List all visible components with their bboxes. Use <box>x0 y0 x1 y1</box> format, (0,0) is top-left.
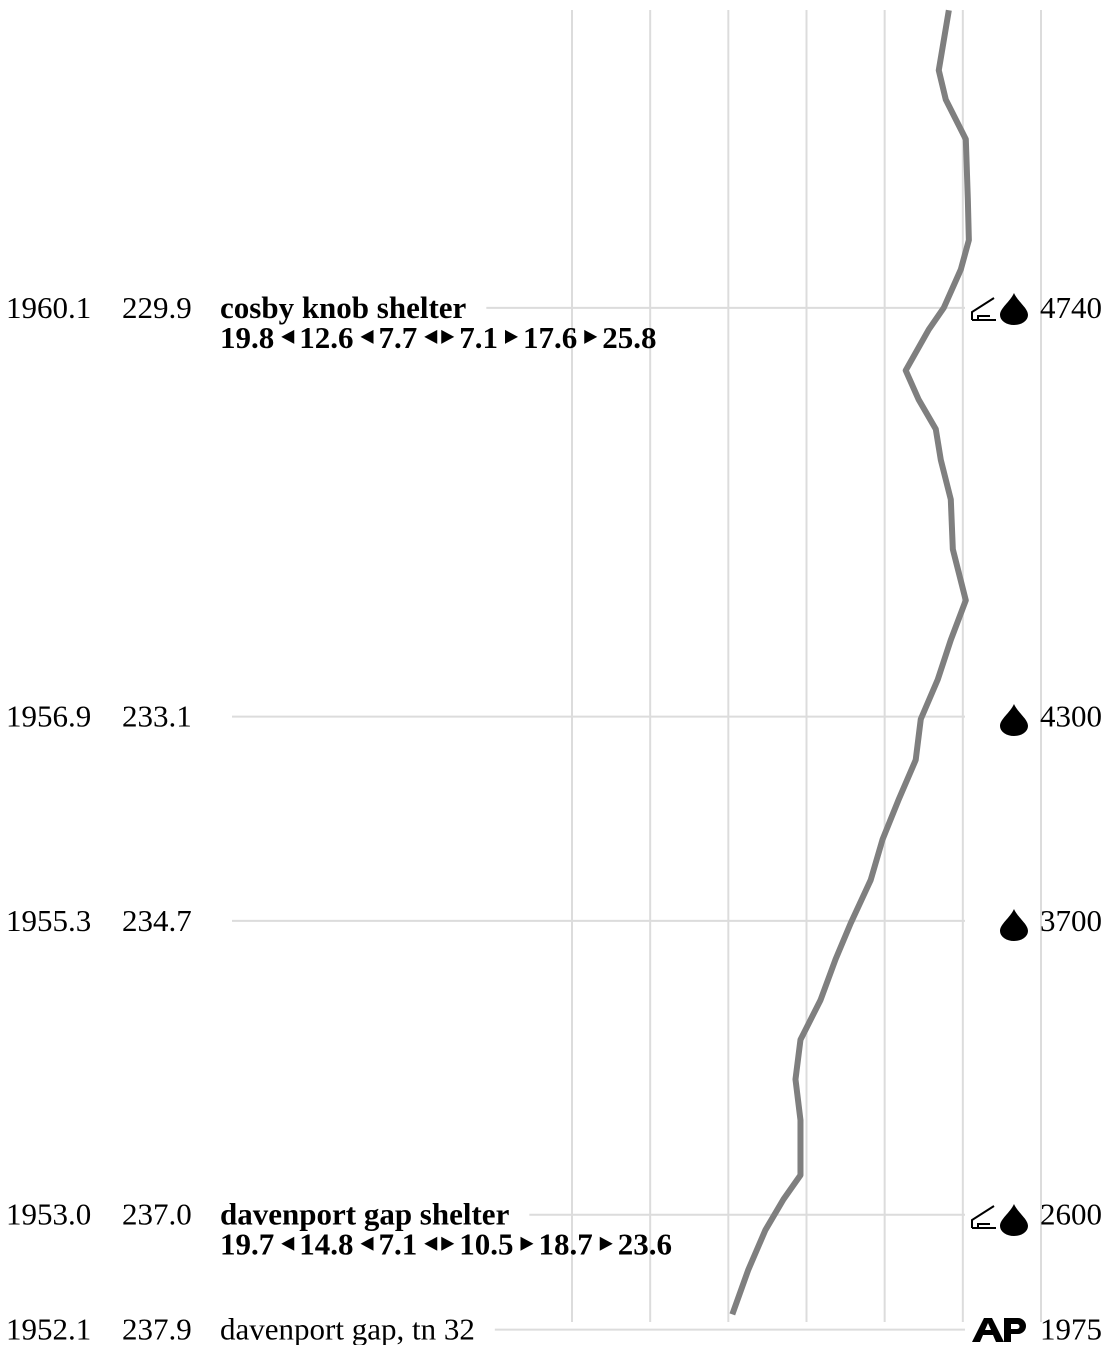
rows: 1960.1 229.9 cosby knob shelter 4740 19.8 12.… <box>6 290 1102 1345</box>
arrow-left <box>360 329 374 344</box>
shelter-distance: 18.7 <box>539 1227 593 1262</box>
elevation: 4740 <box>1040 290 1102 325</box>
nobo-mile: 1955.3 <box>6 903 91 938</box>
grid <box>571 10 1042 1322</box>
nobo-mile: 1952.1 <box>6 1312 91 1345</box>
shelter-distance: 25.8 <box>602 320 656 355</box>
arrow-left <box>360 1236 374 1251</box>
water-icon <box>1000 1204 1028 1236</box>
shelter-distance: 7.7 <box>379 320 418 355</box>
shelter-distance: 23.6 <box>618 1227 672 1262</box>
shelter-icon <box>971 297 996 321</box>
nobo-mile: 1956.9 <box>6 699 91 734</box>
arrow-right <box>599 1236 613 1251</box>
waypoint-name: cosby knob shelter <box>220 290 467 325</box>
shelter-distance: 12.6 <box>299 320 353 355</box>
parking-icon <box>972 1318 1026 1342</box>
sobo-mile: 237.9 <box>122 1312 192 1345</box>
arrow-right <box>520 1236 534 1251</box>
water-icon <box>1000 704 1028 736</box>
nobo-mile: 1953.0 <box>6 1197 91 1232</box>
shelter-distance: 7.1 <box>379 1227 418 1262</box>
nobo-mile: 1960.1 <box>6 290 91 325</box>
shelter-distance: 17.6 <box>523 320 577 355</box>
sobo-mile: 233.1 <box>122 699 192 734</box>
sobo-mile: 234.7 <box>122 903 192 938</box>
water-icon <box>1000 909 1028 941</box>
arrow-right <box>584 329 598 344</box>
shelter-distance: 7.1 <box>459 320 498 355</box>
arrow-left <box>281 1236 295 1251</box>
sobo-mile: 229.9 <box>122 290 192 325</box>
shelter-distance: 10.5 <box>459 1227 513 1262</box>
waypoint-name: davenport gap shelter <box>220 1197 510 1232</box>
waypoint-name: davenport gap, tn 32 <box>220 1312 475 1345</box>
shelter-distance: 19.7 <box>220 1227 274 1262</box>
elevation: 3700 <box>1040 903 1102 938</box>
water-icon <box>1000 293 1028 325</box>
shelter-icon <box>971 1205 996 1229</box>
profile <box>729 9 972 1316</box>
arrow-right <box>441 329 455 344</box>
arrow-right <box>505 329 518 344</box>
shelter-distance: 19.8 <box>220 320 274 355</box>
shelter-distance: 14.8 <box>299 1227 353 1262</box>
arrow-left <box>424 1236 438 1251</box>
sobo-mile: 237.0 <box>122 1197 192 1232</box>
elevation: 4300 <box>1040 699 1102 734</box>
arrow-right <box>441 1236 455 1251</box>
elevation-profile <box>729 9 972 1316</box>
icons <box>971 293 1028 1342</box>
elevation: 1975 <box>1040 1312 1102 1345</box>
elevation: 2600 <box>1040 1197 1102 1232</box>
arrow-left <box>281 329 295 344</box>
arrow-left <box>424 329 438 344</box>
